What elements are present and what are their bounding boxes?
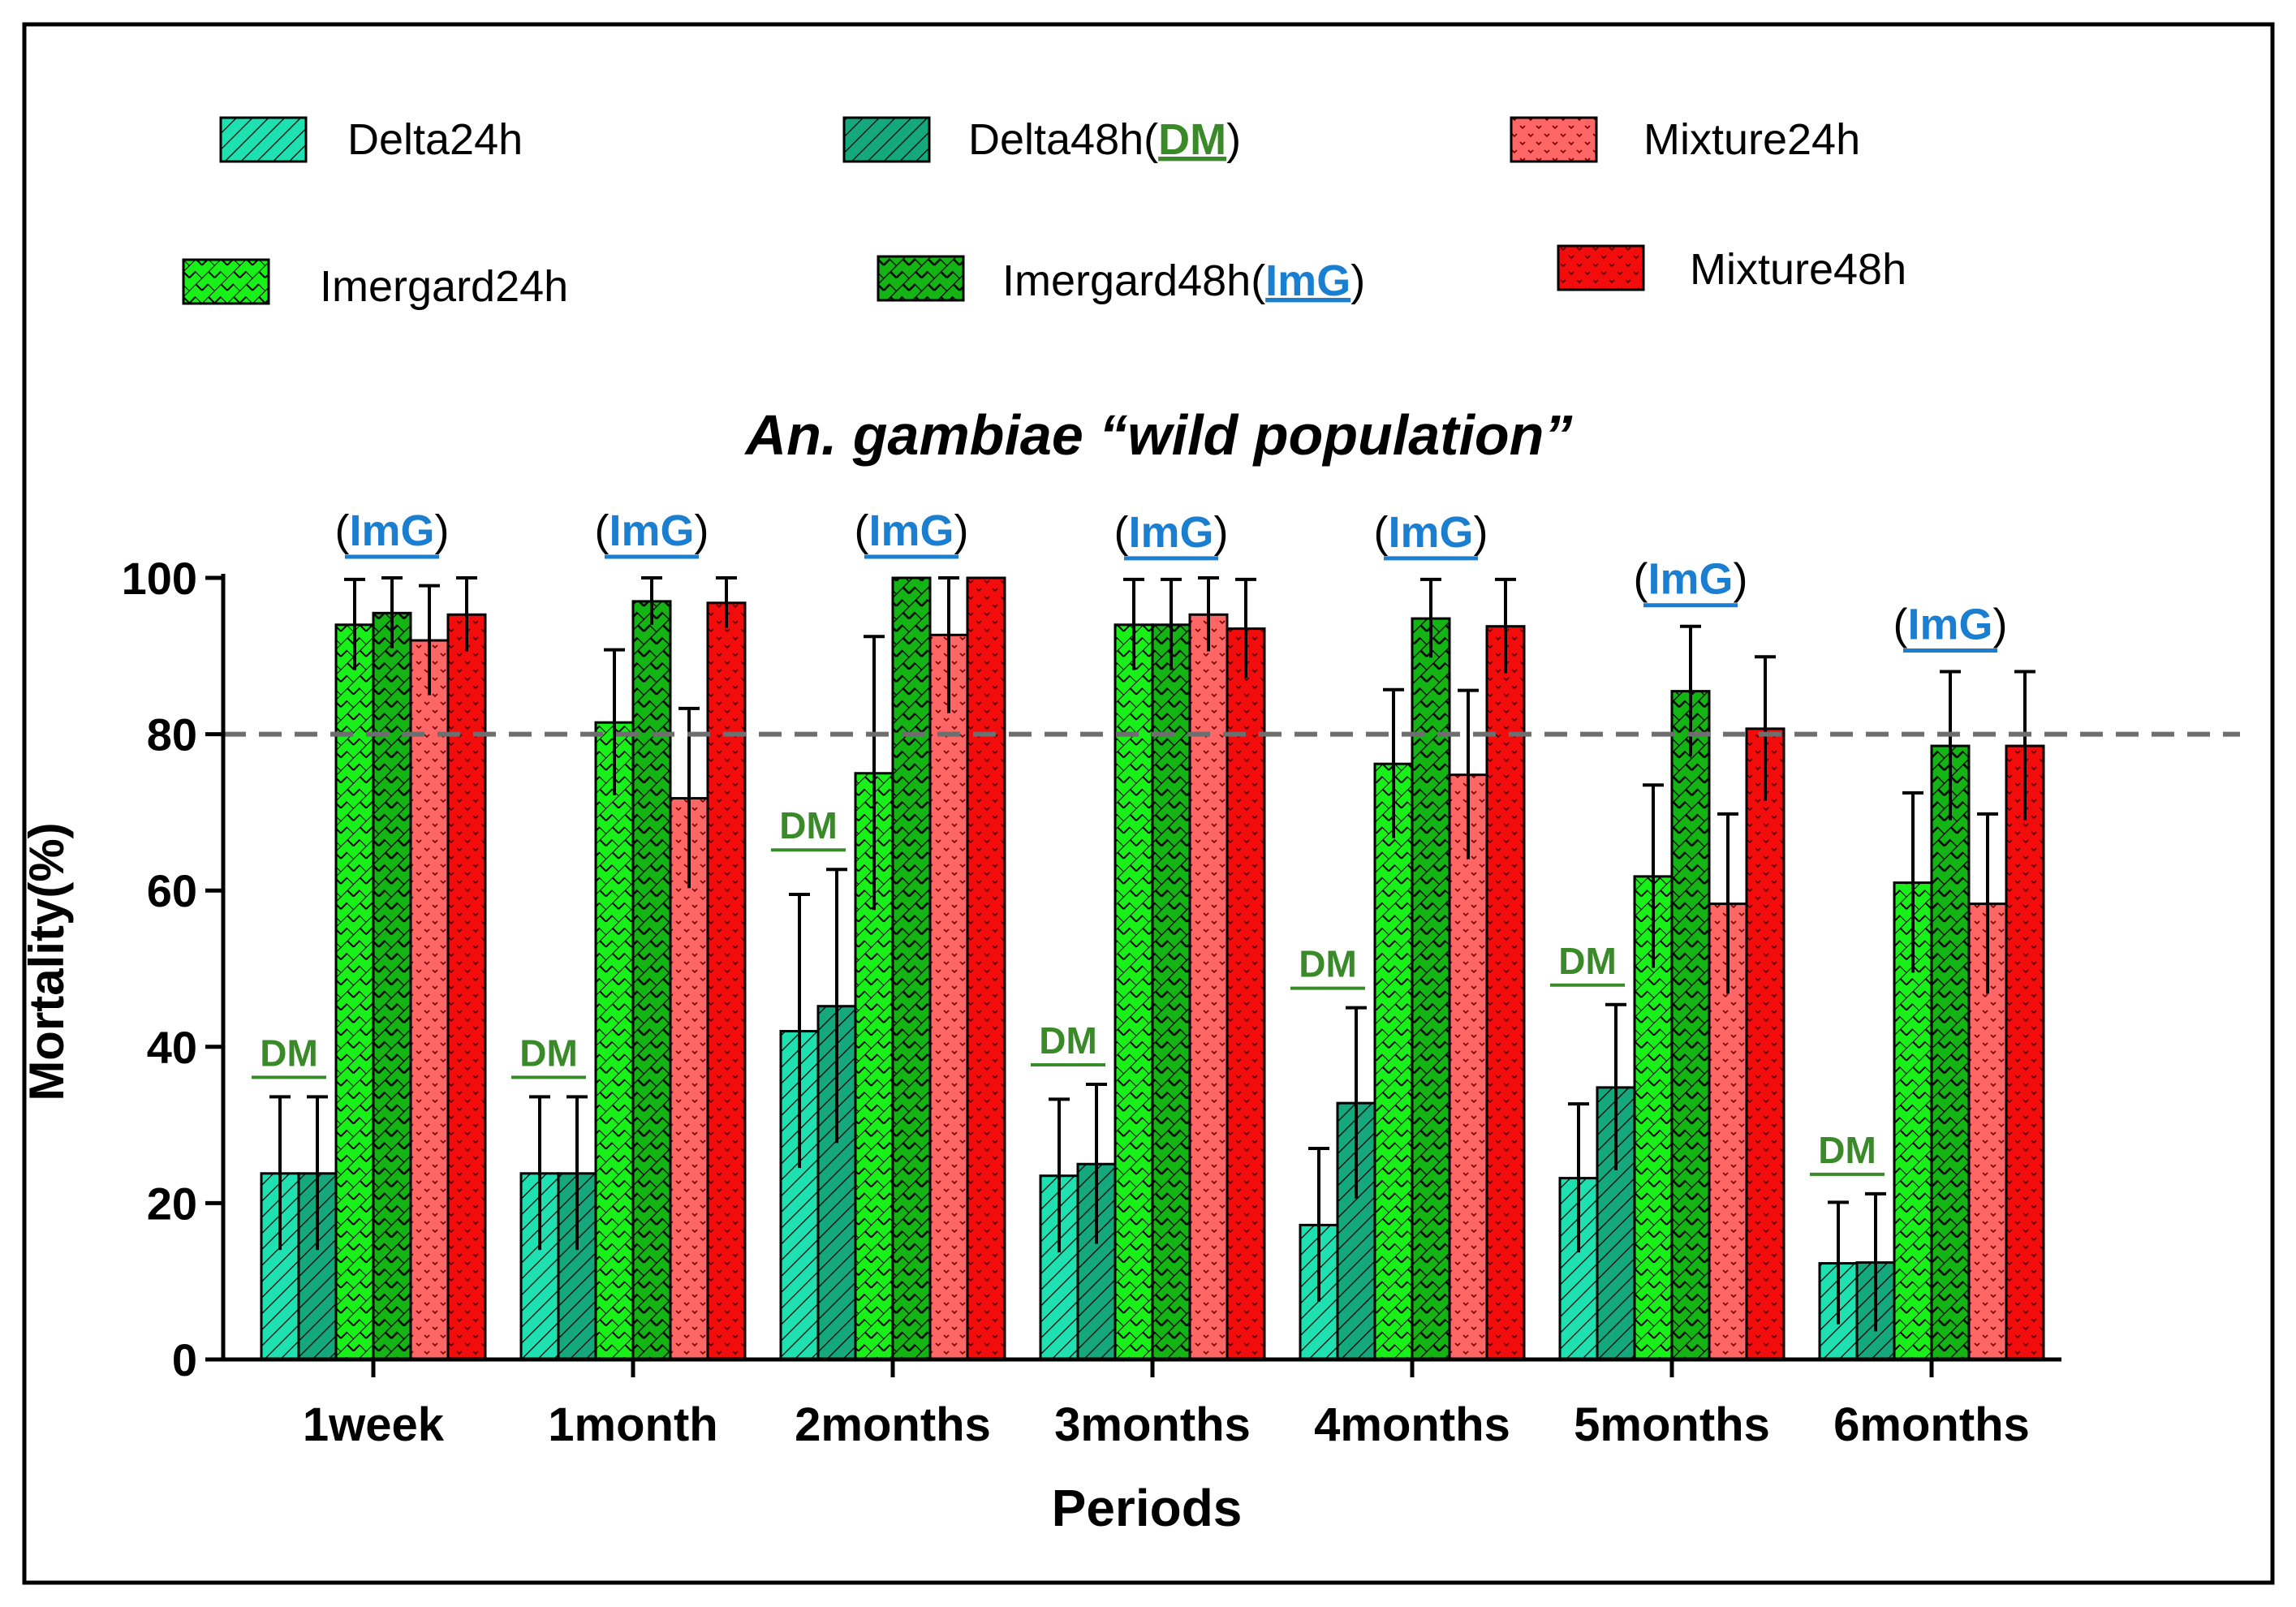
x-axis-label: Periods (1052, 1479, 1243, 1537)
bar-mix24-2months (928, 633, 969, 1361)
legend-item-mix48: Mixture48h (1557, 244, 1906, 294)
legend-swatch-imer24 (182, 258, 270, 305)
bar-imer24-4months (1373, 762, 1414, 1361)
legend-item-delta48: Delta48h(DM) (842, 115, 1241, 164)
legend-item-imer48: Imergard48h(ImG) (877, 255, 1365, 305)
x-tick-label-1month: 1month (548, 1398, 717, 1451)
y-tick-label-60: 60 (147, 865, 197, 916)
bar-mix48-5months (1745, 727, 1786, 1361)
bar-imer24-3months (1114, 623, 1154, 1361)
bar-mix48-6months (2005, 744, 2045, 1361)
y-tick-label-20: 20 (147, 1178, 197, 1229)
img-annotation-1month: (ImG) (595, 506, 709, 555)
dm-annotation-6months: DM (1818, 1129, 1876, 1171)
img-annotation-6months: (ImG) (1893, 601, 2008, 649)
img-annotation-4months: (ImG) (1374, 508, 1488, 557)
legend-swatch-mix24 (1510, 116, 1598, 163)
x-tick-label-6months: 6months (1833, 1398, 2030, 1451)
legend-label-mix48: Mixture48h (1690, 245, 1906, 294)
legend-swatch-delta24 (219, 116, 308, 163)
y-tick-label-40: 40 (147, 1022, 197, 1073)
legend-img-mark: ImG (1265, 256, 1350, 305)
legend-item-mix24: Mixture24h (1510, 115, 1860, 164)
bar-mix24-4months (1448, 773, 1488, 1361)
x-tick-label-3months: 3months (1054, 1398, 1251, 1451)
dm-annotation-2months: DM (779, 804, 838, 847)
y-tick-label-0: 0 (172, 1334, 197, 1385)
bar-mix48-1week (446, 613, 487, 1361)
axes: 0 20 40 60 80 100 1week 1month 2months 3months 4mo… (122, 553, 2061, 1451)
y-axis-label: Mortality(%) (19, 822, 74, 1101)
dm-annotation-1month: DM (519, 1032, 578, 1074)
x-tick-label-2months: 2months (795, 1398, 991, 1451)
img-annotation-5months: (ImG) (1634, 555, 1748, 604)
bar-imer48-3months (1151, 623, 1191, 1361)
x-tick-label-1week: 1week (303, 1398, 445, 1451)
bar-imer48-6months (1930, 744, 1971, 1361)
bar-mix24-3months (1188, 613, 1229, 1361)
x-tick-label-5months: 5months (1574, 1398, 1770, 1451)
legend-swatch-imer48 (877, 255, 965, 302)
legend-label-delta24: Delta24h (347, 115, 523, 164)
legend-label-imer48: Imergard48h(ImG) (1002, 256, 1365, 305)
img-annotation-2months: (ImG) (855, 506, 969, 555)
legend-item-delta24: Delta24h (219, 115, 523, 164)
y-tick-label-80: 80 (147, 709, 197, 760)
dm-annotation-4months: DM (1299, 943, 1357, 985)
legend-swatch-delta48 (842, 116, 931, 163)
bar-mix48-2months (966, 576, 1006, 1361)
legend-swatch-mix48 (1557, 244, 1645, 291)
bar-imer48-1month (631, 600, 672, 1361)
img-annotation-1week: (ImG) (335, 506, 450, 555)
dm-annotation-5months: DM (1558, 940, 1617, 982)
legend-label-delta48: Delta48h(DM) (968, 115, 1241, 164)
bar-imer48-4months (1411, 617, 1451, 1361)
legend-label-mix24: Mixture24h (1643, 115, 1860, 164)
legend-item-imer24: Imergard24h (182, 258, 568, 311)
bar-imer24-1month (594, 721, 635, 1361)
bar-mix48-3months (1226, 627, 1266, 1361)
dm-annotation-3months: DM (1039, 1019, 1097, 1062)
bar-mix24-1week (409, 639, 450, 1361)
legend: Delta24h Delta48h(DM) Mixture24h Imergar… (182, 115, 1906, 311)
annotations: DM (ImG) DM (ImG) DM (ImG) DM (ImG) DM (ImG) DM (Im… (252, 506, 2008, 1176)
legend-label-imer24: Imergard24h (320, 262, 568, 311)
error-bars (269, 576, 2035, 1332)
bar-mix48-1month (706, 601, 747, 1361)
legend-dm-mark: DM (1158, 115, 1226, 164)
dm-annotation-1week: DM (260, 1032, 318, 1074)
y-tick-label-100: 100 (122, 553, 197, 604)
bar-imer48-5months (1670, 690, 1711, 1361)
x-tick-label-4months: 4months (1314, 1398, 1510, 1451)
bar-imer48-2months (891, 576, 932, 1361)
img-annotation-3months: (ImG) (1114, 508, 1229, 557)
bar-imer24-1week (334, 623, 375, 1361)
chart-title: An. gambiae “wild population” (744, 403, 1573, 467)
bar-imer48-1week (372, 611, 412, 1361)
